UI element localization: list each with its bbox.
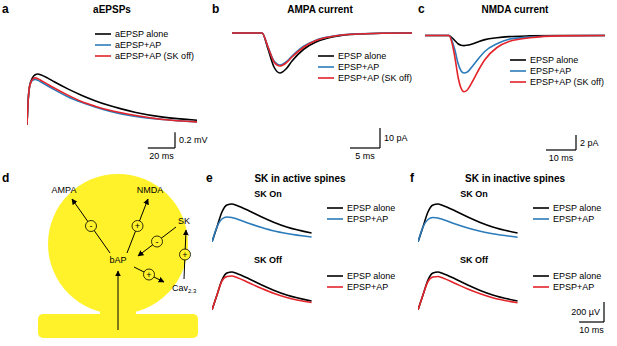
svg-text:AMPA: AMPA	[52, 185, 77, 195]
svg-text:b: b	[212, 2, 219, 16]
svg-text:SK On: SK On	[254, 189, 282, 199]
svg-text:EPSP alone: EPSP alone	[347, 203, 395, 213]
svg-text:e: e	[206, 171, 213, 185]
svg-text:-: -	[90, 221, 93, 231]
svg-text:EPSP alone: EPSP alone	[553, 203, 601, 213]
svg-text:bAP: bAP	[109, 255, 126, 265]
svg-text:SK in inactive spines: SK in inactive spines	[465, 173, 565, 184]
svg-text:+: +	[135, 221, 140, 231]
svg-text:+: +	[146, 270, 151, 280]
svg-text:EPSP+AP: EPSP+AP	[338, 62, 379, 72]
svg-text:20 ms: 20 ms	[149, 151, 174, 161]
svg-text:SK Off: SK Off	[460, 255, 489, 265]
svg-text:EPSP+AP: EPSP+AP	[347, 282, 388, 292]
svg-text:d: d	[2, 171, 9, 185]
svg-text:Cav2.3: Cav2.3	[172, 283, 197, 294]
svg-text:EPSP+AP: EPSP+AP	[530, 66, 571, 76]
svg-text:c: c	[418, 2, 425, 16]
svg-text:f: f	[410, 171, 415, 185]
svg-text:+: +	[182, 250, 187, 260]
svg-text:10 ms: 10 ms	[549, 153, 574, 163]
svg-text:NMDA current: NMDA current	[482, 4, 550, 15]
svg-text:SK Off: SK Off	[254, 255, 283, 265]
svg-text:SK in active spines: SK in active spines	[254, 173, 346, 184]
svg-text:a: a	[2, 2, 9, 16]
svg-text:5 ms: 5 ms	[355, 151, 375, 161]
svg-text:EPSP alone: EPSP alone	[338, 51, 386, 61]
svg-text:-: -	[156, 237, 159, 247]
svg-text:NMDA: NMDA	[137, 185, 164, 195]
svg-text:aEPSP alone: aEPSP alone	[115, 29, 168, 39]
svg-text:EPSP+AP: EPSP+AP	[347, 214, 388, 224]
svg-text:10 ms: 10 ms	[579, 325, 604, 335]
svg-text:EPSP alone: EPSP alone	[347, 271, 395, 281]
svg-text:200 µV: 200 µV	[571, 307, 600, 317]
svg-text:aEPSP+AP (SK off): aEPSP+AP (SK off)	[115, 51, 194, 61]
svg-text:EPSP+AP: EPSP+AP	[553, 214, 594, 224]
svg-text:EPSP alone: EPSP alone	[553, 271, 601, 281]
svg-text:aEPSP+AP: aEPSP+AP	[115, 40, 161, 50]
svg-text:aEPSPs: aEPSPs	[93, 4, 131, 15]
svg-text:EPSP alone: EPSP alone	[530, 55, 578, 65]
svg-text:AMPA current: AMPA current	[287, 4, 353, 15]
svg-text:10 pA: 10 pA	[384, 133, 408, 143]
svg-text:SK: SK	[178, 216, 190, 226]
svg-text:EPSP+AP (SK off): EPSP+AP (SK off)	[530, 77, 604, 87]
svg-text:EPSP+AP: EPSP+AP	[553, 282, 594, 292]
svg-text:2 pA: 2 pA	[580, 138, 599, 148]
svg-text:SK On: SK On	[460, 189, 488, 199]
svg-text:EPSP+AP (SK off): EPSP+AP (SK off)	[338, 73, 412, 83]
svg-text:0.2 mV: 0.2 mV	[179, 135, 208, 145]
